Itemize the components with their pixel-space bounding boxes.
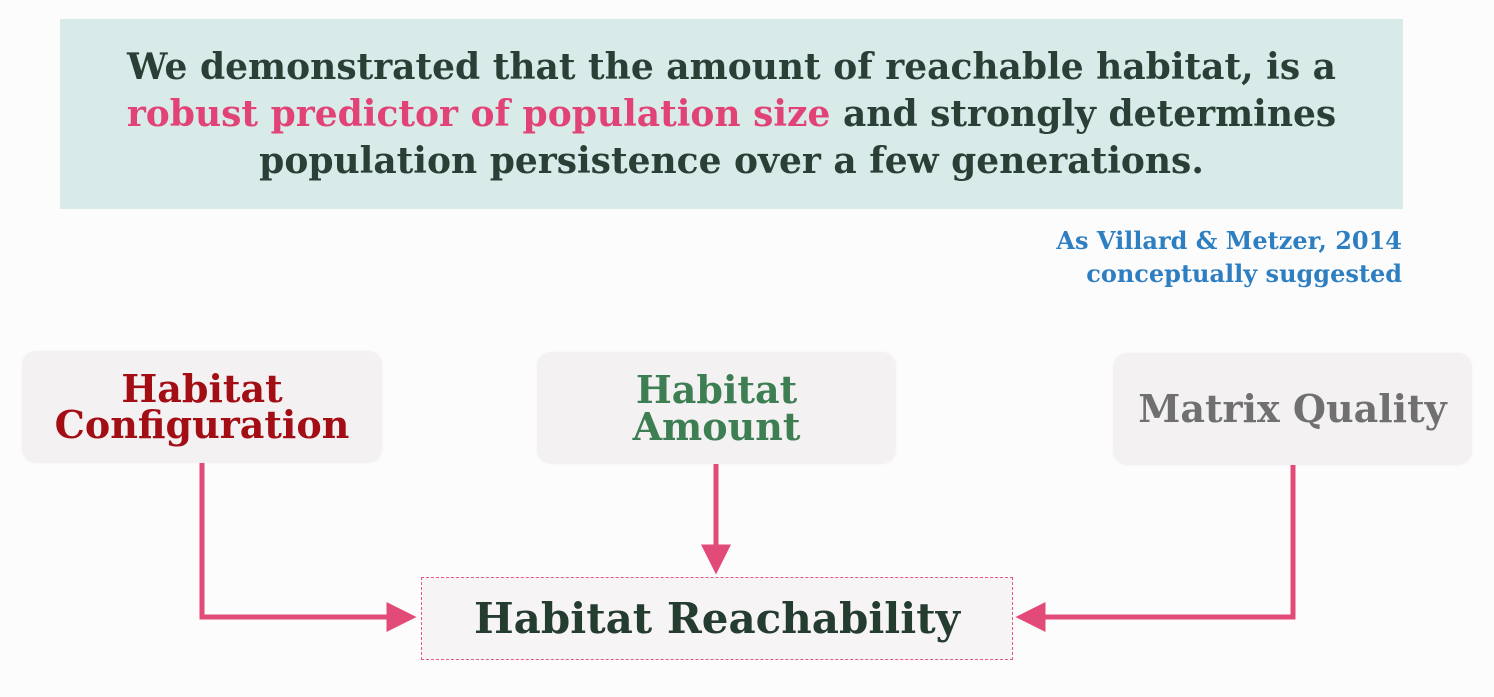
banner-line-2: robust predictor of population size and … bbox=[127, 91, 1336, 138]
citation: As Villard & Metzer, 2014 conceptually s… bbox=[1056, 224, 1402, 290]
habitat-amount-label-1: Habitat bbox=[635, 367, 798, 412]
matrix-quality-node: Matrix Quality bbox=[1113, 353, 1472, 465]
habitat-amount-node: Habitat Amount bbox=[537, 352, 896, 464]
matrix-quality-label: Matrix Quality bbox=[1138, 386, 1447, 431]
habitat-reachability-node: Habitat Reachability bbox=[421, 577, 1013, 660]
arrow-configuration-to-reachability bbox=[199, 463, 417, 632]
arrow-matrix-to-reachability bbox=[1015, 465, 1296, 632]
habitat-configuration-label-1: Habitat bbox=[121, 366, 283, 411]
banner-highlight: robust predictor of population size bbox=[126, 92, 831, 135]
key-finding-banner: We demonstrated that the amount of reach… bbox=[60, 19, 1403, 209]
citation-line-2: conceptually suggested bbox=[1086, 259, 1402, 288]
habitat-reachability-label: Habitat Reachability bbox=[473, 594, 961, 643]
citation-line-1: As Villard & Metzer, 2014 bbox=[1056, 226, 1402, 255]
habitat-configuration-node: Habitat Configuration bbox=[22, 351, 382, 463]
banner-line-3: population persistence over a few genera… bbox=[259, 139, 1204, 182]
habitat-amount-label-2: Amount bbox=[632, 404, 801, 449]
banner-line-2-rest: and strongly determines bbox=[830, 92, 1337, 135]
banner-line-1: We demonstrated that the amount of reach… bbox=[127, 45, 1336, 88]
habitat-configuration-label-2: Configuration bbox=[54, 402, 350, 447]
